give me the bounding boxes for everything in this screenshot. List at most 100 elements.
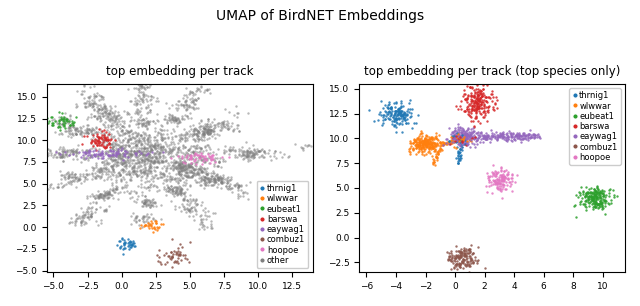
Point <box>104 111 115 116</box>
Point <box>146 165 156 170</box>
Point <box>180 160 190 165</box>
Point <box>403 107 413 112</box>
Point <box>457 132 467 137</box>
Point <box>411 145 421 150</box>
Point <box>532 135 542 140</box>
Point <box>153 258 163 263</box>
Point <box>81 167 91 172</box>
Point <box>147 221 157 226</box>
Point <box>140 223 150 228</box>
Point <box>107 187 117 192</box>
Point <box>83 114 93 119</box>
Point <box>168 115 179 120</box>
Point <box>459 258 469 263</box>
Point <box>591 197 601 202</box>
Point <box>63 134 74 139</box>
Point <box>93 169 104 174</box>
Point <box>168 167 178 172</box>
Point <box>60 119 70 124</box>
Point <box>512 133 522 138</box>
Point <box>120 240 131 245</box>
Point <box>113 159 123 164</box>
Point <box>387 121 397 126</box>
Point <box>65 122 76 127</box>
Point <box>214 127 225 132</box>
Point <box>115 115 125 120</box>
Point <box>205 157 216 162</box>
Point <box>169 128 179 133</box>
Point <box>139 159 149 163</box>
Point <box>454 141 464 146</box>
Point <box>420 136 431 141</box>
Point <box>604 188 614 192</box>
Point <box>447 140 457 145</box>
Point <box>139 155 149 160</box>
Point <box>426 143 436 147</box>
Point <box>483 133 493 138</box>
Point <box>198 180 209 185</box>
Point <box>77 142 88 147</box>
Point <box>221 186 232 191</box>
Point <box>125 129 135 134</box>
Point <box>182 136 192 141</box>
Point <box>284 154 294 159</box>
Point <box>101 108 111 113</box>
Point <box>452 266 462 271</box>
Point <box>209 178 219 183</box>
Point <box>223 121 233 125</box>
Point <box>236 183 246 188</box>
Point <box>413 145 424 150</box>
Point <box>80 177 90 182</box>
Point <box>425 140 435 145</box>
Point <box>140 180 150 185</box>
Point <box>430 146 440 151</box>
Point <box>251 150 261 155</box>
Point <box>42 147 52 151</box>
Point <box>150 145 161 150</box>
Point <box>580 194 590 199</box>
Point <box>464 106 474 111</box>
Point <box>168 162 178 167</box>
Point <box>140 140 150 145</box>
Point <box>383 102 394 107</box>
Point <box>473 92 483 97</box>
Point <box>143 151 153 156</box>
Point <box>129 148 140 153</box>
Point <box>165 150 175 155</box>
Point <box>405 114 415 119</box>
Point <box>68 125 79 130</box>
Point <box>470 144 481 149</box>
Point <box>249 155 259 159</box>
Point <box>492 178 502 183</box>
Point <box>429 158 439 163</box>
Point <box>53 124 63 129</box>
Point <box>164 174 175 179</box>
Point <box>140 87 150 91</box>
Point <box>126 129 136 134</box>
Point <box>131 150 141 155</box>
Point <box>456 140 467 145</box>
Point <box>177 159 188 164</box>
Point <box>108 118 118 122</box>
Point <box>125 136 135 141</box>
Point <box>413 143 423 147</box>
Point <box>189 154 200 159</box>
Point <box>86 214 96 219</box>
Point <box>90 93 100 98</box>
Point <box>175 188 185 193</box>
Point <box>419 141 429 146</box>
Point <box>59 118 69 123</box>
Point <box>182 132 193 137</box>
Point <box>275 150 285 155</box>
Point <box>166 265 177 270</box>
Point <box>177 176 187 181</box>
Point <box>99 189 109 194</box>
Point <box>597 204 607 209</box>
Point <box>111 113 121 118</box>
Point <box>72 126 82 131</box>
Point <box>458 137 468 142</box>
Point <box>415 139 425 144</box>
Point <box>68 148 78 153</box>
Point <box>100 149 110 154</box>
Point <box>120 183 130 188</box>
